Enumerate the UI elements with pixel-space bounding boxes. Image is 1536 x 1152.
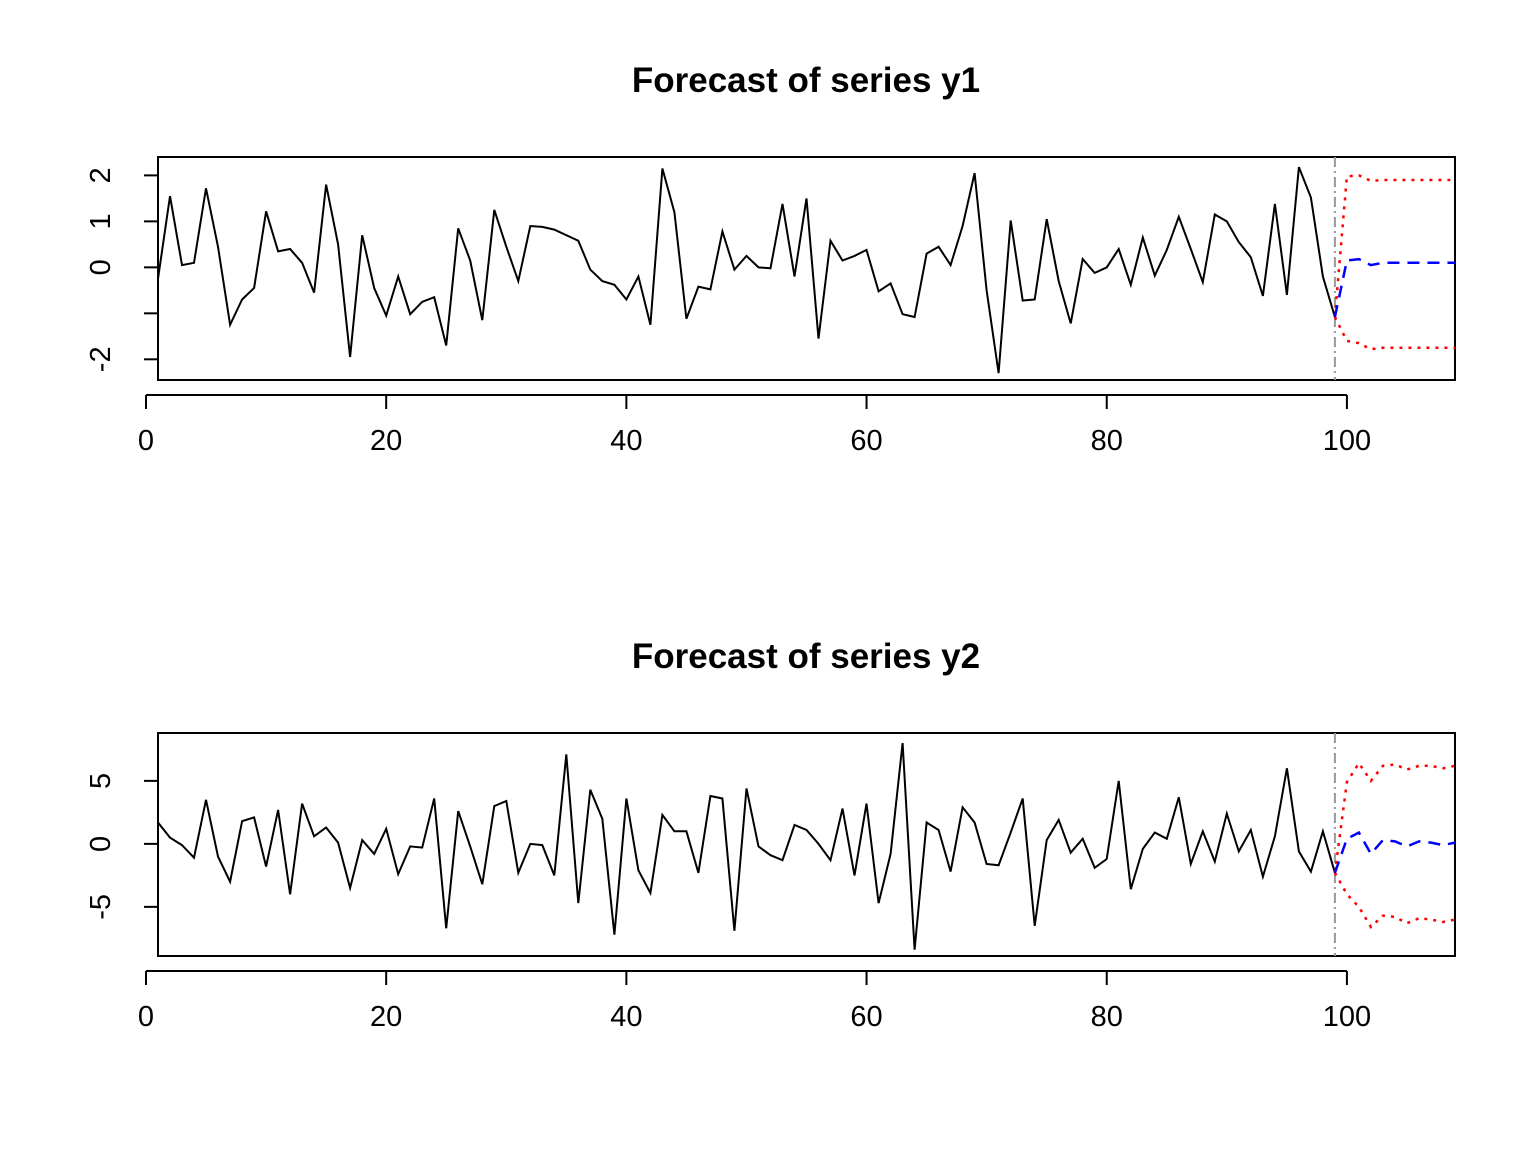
x-axis: 0 20 40 60 80 100 [138,394,1371,457]
x-tick-label: 0 [138,425,154,457]
y-tick-label: 0 [85,259,117,275]
chart-panel-y1: Forecast of series y1 0 20 40 60 80 100 -2 0 1 2 [85,61,1456,457]
series-line-lower-bound [1333,872,1456,929]
y-tick-label: -5 [85,894,117,920]
x-tick-label: 0 [138,1001,154,1033]
x-tick-label: 100 [1323,425,1371,457]
x-tick-label: 20 [370,425,402,457]
x-tick-label: 80 [1091,1001,1123,1033]
x-tick-label: 100 [1323,1001,1371,1033]
chart-title: Forecast of series y1 [632,61,980,100]
y-tick-label: 2 [85,167,117,183]
series-line-lower-bound [1333,316,1455,351]
x-tick-label: 20 [370,1001,402,1033]
y-tick-label: -2 [85,346,117,372]
plot-marks [157,733,1456,956]
y-tick-label: 1 [85,213,117,229]
series-line-upper-bound [1333,760,1456,873]
x-axis: 0 20 40 60 80 100 [138,970,1371,1033]
chart-panel-y2: Forecast of series y2 0 20 40 60 80 100 -5 0 5 [85,637,1456,1033]
series-line-forecast [1333,830,1456,874]
y-axis: -2 0 1 2 [85,167,159,372]
plot-area-frame [157,732,1456,957]
x-tick-label: 60 [850,1001,882,1033]
y-tick-label: 0 [85,836,117,852]
chart-title: Forecast of series y2 [632,637,980,676]
plot-area-frame [157,156,1456,381]
y-tick-label: 5 [85,773,117,789]
x-tick-label: 40 [610,1001,642,1033]
x-tick-label: 60 [850,425,882,457]
x-tick-label: 40 [610,425,642,457]
series-line-observed [157,166,1336,374]
series-line-forecast [1333,257,1455,318]
x-tick-label: 80 [1091,425,1123,457]
y-axis: -5 0 5 [85,773,159,920]
series-line-upper-bound [1333,174,1455,318]
plot-marks [157,157,1455,380]
series-line-observed [157,742,1336,950]
